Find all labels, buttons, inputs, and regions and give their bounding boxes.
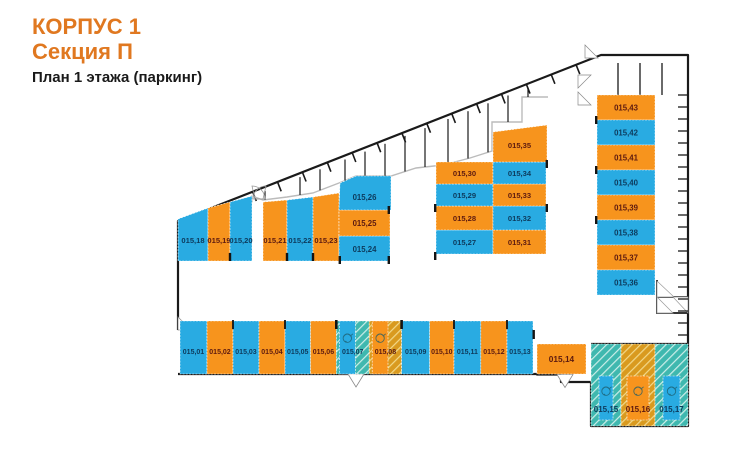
svg-text:015,11: 015,11 xyxy=(457,349,478,356)
svg-text:015,42: 015,42 xyxy=(614,129,639,138)
svg-text:015,19: 015,19 xyxy=(207,236,230,245)
svg-text:015,06: 015,06 xyxy=(313,349,335,356)
svg-text:015,01: 015,01 xyxy=(183,349,205,356)
svg-text:015,07: 015,07 xyxy=(342,349,364,356)
svg-text:015,39: 015,39 xyxy=(614,204,639,213)
svg-text:015,16: 015,16 xyxy=(626,405,651,414)
svg-text:015,24: 015,24 xyxy=(353,245,378,254)
svg-text:015,22: 015,22 xyxy=(288,236,311,245)
svg-text:015,26: 015,26 xyxy=(353,193,378,202)
svg-text:015,38: 015,38 xyxy=(614,229,639,238)
svg-text:015,08: 015,08 xyxy=(375,349,397,356)
svg-text:015,20: 015,20 xyxy=(229,236,252,245)
svg-text:015,36: 015,36 xyxy=(614,279,639,288)
svg-text:015,27: 015,27 xyxy=(453,238,476,247)
svg-text:015,15: 015,15 xyxy=(594,405,619,414)
svg-text:015,25: 015,25 xyxy=(353,219,378,228)
svg-text:015,35: 015,35 xyxy=(508,141,532,150)
svg-text:015,33: 015,33 xyxy=(508,191,531,200)
svg-text:015,32: 015,32 xyxy=(508,214,531,223)
svg-text:015,37: 015,37 xyxy=(614,254,638,263)
svg-text:015,17: 015,17 xyxy=(659,405,684,414)
svg-text:015,09: 015,09 xyxy=(405,349,427,356)
svg-text:015,03: 015,03 xyxy=(235,349,257,356)
svg-text:015,41: 015,41 xyxy=(614,154,639,163)
svg-text:015,04: 015,04 xyxy=(261,349,283,356)
svg-text:015,18: 015,18 xyxy=(181,236,204,245)
svg-text:015,23: 015,23 xyxy=(314,236,337,245)
svg-text:015,43: 015,43 xyxy=(614,104,639,113)
svg-text:015,34: 015,34 xyxy=(508,169,532,178)
svg-text:015,31: 015,31 xyxy=(508,238,532,247)
svg-text:015,29: 015,29 xyxy=(453,191,476,200)
svg-text:015,02: 015,02 xyxy=(209,349,231,356)
svg-text:015,30: 015,30 xyxy=(453,169,476,178)
svg-text:015,21: 015,21 xyxy=(263,236,287,245)
svg-text:015,13: 015,13 xyxy=(509,349,531,356)
svg-text:015,12: 015,12 xyxy=(483,349,505,356)
svg-text:015,05: 015,05 xyxy=(287,349,309,356)
svg-text:015,40: 015,40 xyxy=(614,179,639,188)
svg-text:015,28: 015,28 xyxy=(453,214,476,223)
svg-text:015,14: 015,14 xyxy=(549,354,575,364)
svg-text:015,10: 015,10 xyxy=(431,349,453,356)
